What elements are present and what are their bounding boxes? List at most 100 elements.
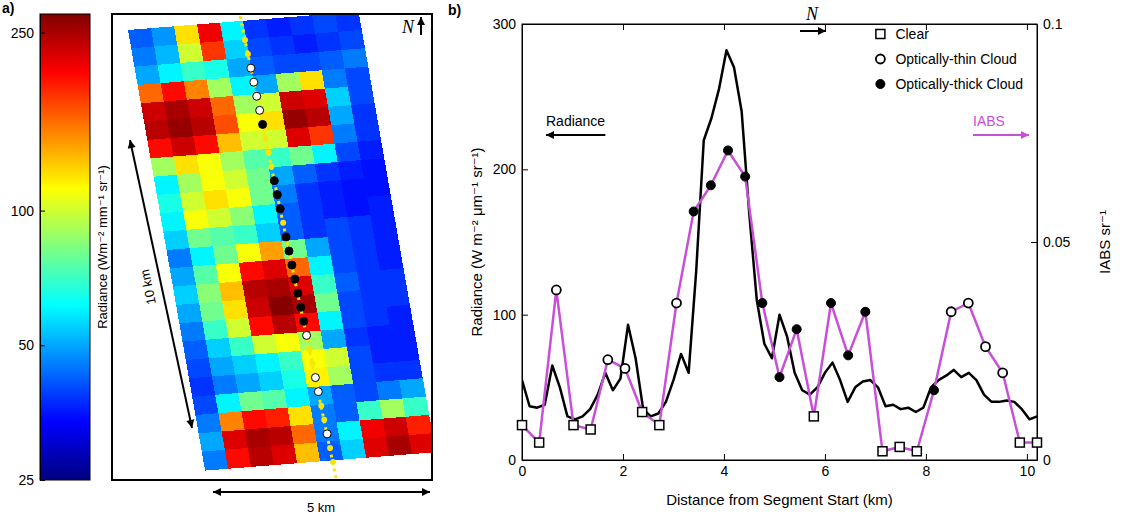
heat-cell — [308, 125, 335, 146]
heat-cell — [199, 301, 226, 322]
colorbar-axis-tick: 50 — [18, 337, 45, 353]
point-circle-filled — [775, 373, 784, 382]
track-point — [300, 317, 308, 325]
y-axis-tick: 200 — [493, 161, 528, 177]
heat-cell — [347, 215, 374, 236]
heat-cell — [276, 72, 303, 93]
heat-cell — [340, 309, 367, 330]
heat-cell — [278, 351, 305, 372]
heat-cell — [295, 182, 322, 203]
heat-cell — [196, 153, 223, 174]
heat-cell — [354, 252, 381, 273]
y2-axis-tick: 0.05 — [1031, 234, 1070, 250]
x-axis-tick-mark — [825, 454, 826, 460]
heat-cell — [301, 219, 328, 240]
track-point — [263, 135, 269, 141]
heat-cell — [174, 24, 201, 45]
y-axis-tick-mark — [522, 24, 528, 25]
x-axis-tick-label: 8 — [923, 463, 931, 479]
heat-cell — [292, 164, 319, 185]
heat-cell — [314, 422, 341, 443]
heat-cell — [236, 243, 263, 264]
heat-cell — [238, 391, 265, 412]
y2-axis-tick-mark — [1031, 242, 1037, 243]
heat-cell — [179, 321, 206, 342]
y-axis-line — [522, 25, 523, 461]
track-point — [318, 403, 324, 409]
heat-cell — [386, 305, 413, 326]
track-point — [265, 150, 271, 156]
heat-cell — [258, 371, 285, 392]
heat-cell — [249, 186, 276, 207]
heat-cell — [357, 270, 384, 291]
heat-cell — [338, 30, 365, 51]
scale-arrow-5km-shaft — [213, 491, 430, 493]
heat-cell — [327, 365, 354, 386]
north-label: N — [805, 4, 819, 24]
heat-cell — [193, 134, 220, 155]
heat-cell — [272, 184, 299, 205]
heat-cell — [161, 81, 188, 102]
series-arrow-shaft — [546, 134, 605, 136]
point-square-open — [655, 421, 664, 430]
heat-cell — [210, 96, 237, 117]
x-axis-tick-mark — [1027, 454, 1028, 460]
heat-cell — [252, 204, 279, 225]
y-axis-tick: 0 — [508, 452, 528, 468]
heat-cell — [341, 178, 368, 199]
point-square-open — [809, 412, 818, 421]
heat-cell — [302, 89, 329, 110]
heat-cell — [291, 294, 318, 315]
point-circle-filled — [758, 299, 767, 308]
heat-cell — [360, 419, 387, 440]
x-axis-top-line — [523, 24, 1038, 25]
y2-axis-tick-mark — [1031, 460, 1037, 461]
point-circle-filled — [706, 181, 715, 190]
x-axis-top-tick — [724, 24, 725, 30]
x-axis-top-tick-mark — [825, 24, 826, 30]
heat-cell — [373, 362, 400, 383]
heat-cell — [331, 123, 358, 144]
heat-cell — [212, 375, 239, 396]
heat-cell — [259, 241, 286, 262]
heat-cell — [245, 428, 272, 449]
heat-cell — [269, 35, 296, 56]
line-0 — [522, 50, 1037, 419]
x-axis-title: Distance from Segment Start (km) — [666, 491, 893, 508]
heat-cell — [183, 210, 210, 231]
legend-label: Optically-thick Cloud — [895, 76, 1023, 92]
heat-cell — [252, 334, 279, 355]
swath — [128, 14, 432, 478]
point-circle-filled — [861, 307, 870, 316]
scale-arrow-10km-shaft — [130, 140, 192, 428]
heat-cell — [272, 54, 299, 75]
track-point — [273, 191, 281, 199]
heat-cell — [311, 274, 338, 295]
heat-cell — [261, 389, 288, 410]
colorbar-axis-tick: 100 — [11, 203, 45, 219]
heat-cell — [150, 156, 177, 177]
track-point — [280, 220, 286, 226]
track-point — [270, 177, 278, 185]
y-axis-tick-mark — [522, 169, 528, 170]
y-axis-tick-mark — [522, 460, 528, 461]
colorbar-axis-line — [40, 15, 41, 481]
heat-cell — [374, 232, 401, 253]
heat-cell — [167, 248, 194, 269]
point-circle-filled — [689, 207, 698, 216]
track-point — [268, 164, 274, 170]
heat-cell — [209, 356, 236, 377]
heat-cell — [345, 67, 372, 88]
heat-cell — [292, 34, 319, 55]
heat-cell — [232, 224, 259, 245]
point-circle-filled — [827, 299, 836, 308]
heat-cell — [200, 41, 227, 62]
point-circle-open — [552, 285, 561, 294]
track-point — [321, 417, 327, 423]
heat-cell — [298, 200, 325, 221]
track-points — [242, 37, 336, 465]
heat-cell — [312, 14, 339, 34]
series-arrow-shaft — [973, 134, 1029, 136]
north-label: N — [401, 17, 415, 37]
heat-cell — [348, 85, 375, 106]
